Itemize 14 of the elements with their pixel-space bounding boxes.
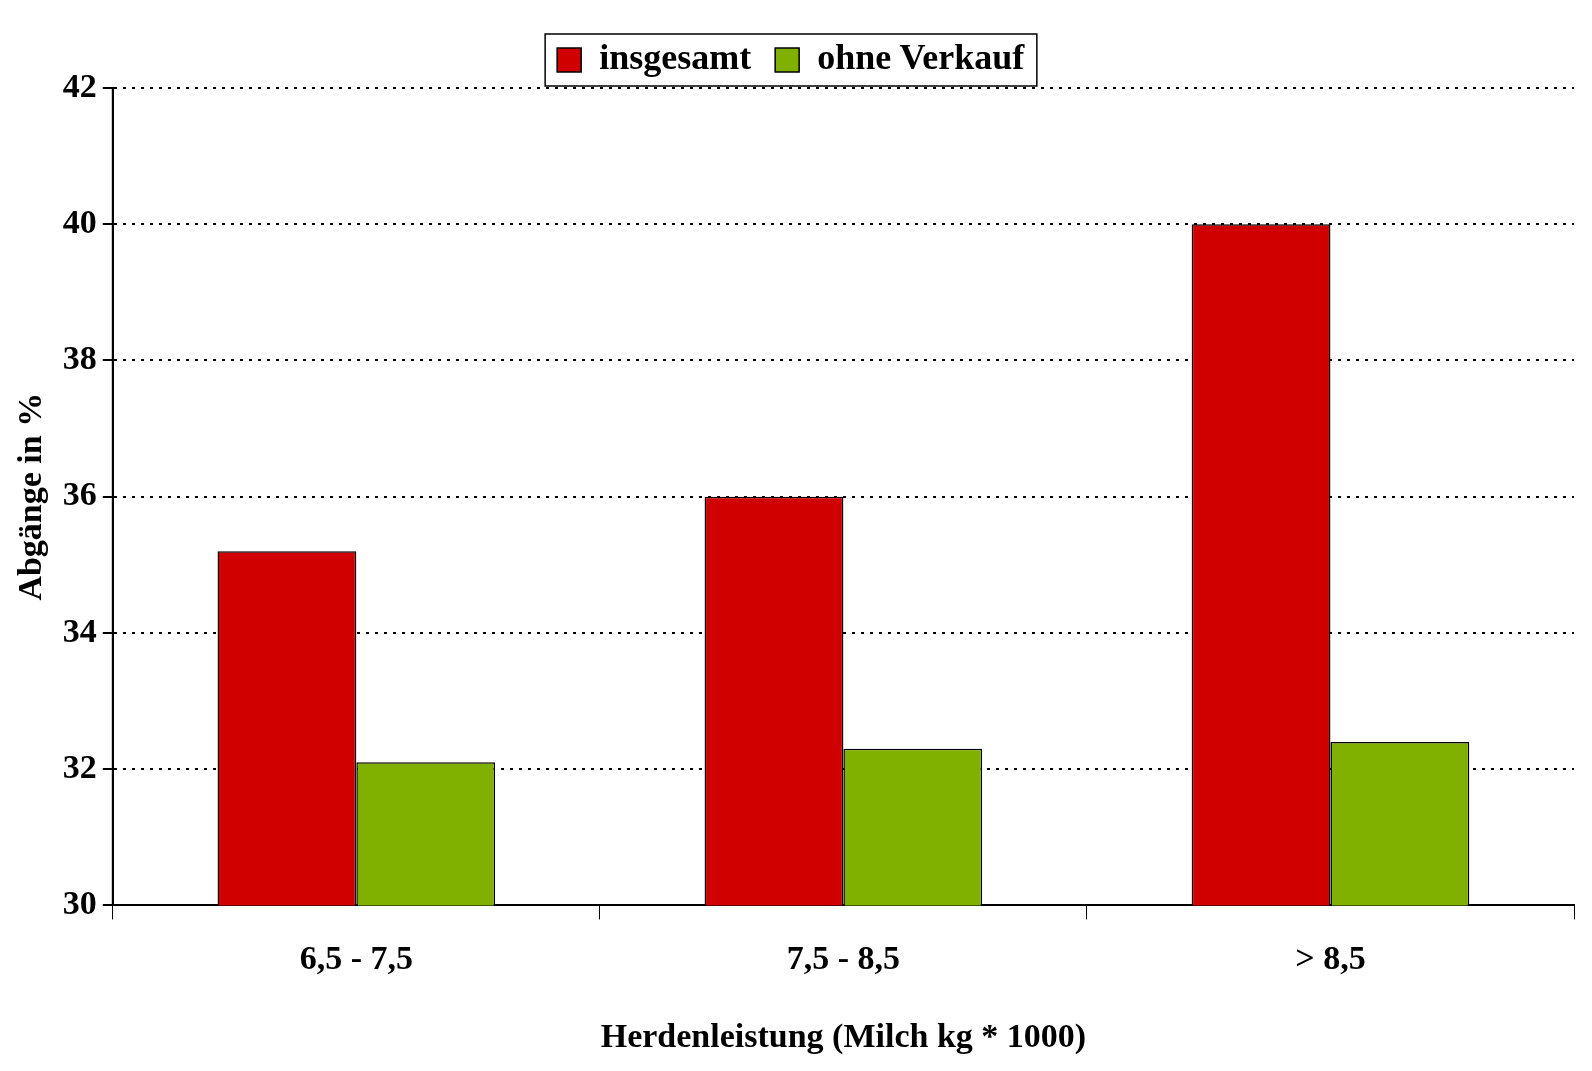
x-tick-label: > 8,5 (1295, 938, 1366, 976)
y-tick-label: 34 (62, 611, 97, 649)
legend-label: insgesamt (599, 37, 752, 78)
y-tick-label: 30 (62, 884, 97, 922)
y-tick-label: 40 (62, 203, 97, 241)
x-tick-label: 7,5 - 8,5 (786, 938, 901, 976)
x-tick-label: 6,5 - 7,5 (299, 938, 413, 976)
y-tick-label: 38 (62, 339, 97, 377)
y-tick-label: 42 (62, 66, 97, 104)
y-axis-title: Abgänge in % (11, 392, 49, 601)
y-tick-label: 32 (62, 747, 97, 785)
x-axis-title: Herdenleistung (Milch kg * 1000) (600, 1017, 1087, 1056)
y-tick-label: 36 (62, 475, 97, 513)
legend-label: ohne Verkauf (817, 37, 1026, 78)
